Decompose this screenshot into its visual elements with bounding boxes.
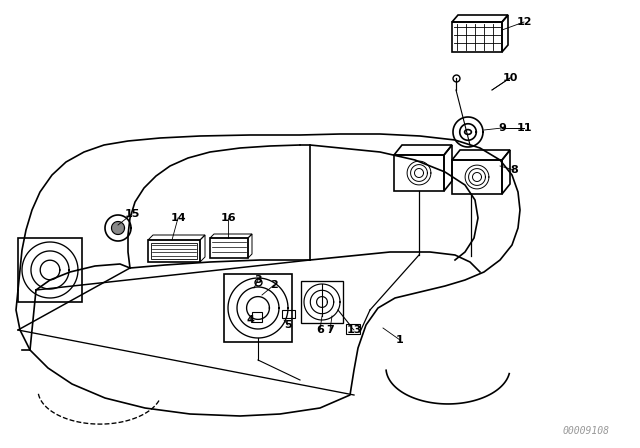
Text: 2: 2 xyxy=(270,280,278,290)
Text: 13: 13 xyxy=(346,325,362,335)
Text: 10: 10 xyxy=(502,73,518,83)
Text: 11: 11 xyxy=(516,123,532,133)
Text: 14: 14 xyxy=(170,213,186,223)
Text: 1: 1 xyxy=(396,335,404,345)
Text: 5: 5 xyxy=(284,320,292,330)
Text: 6: 6 xyxy=(316,325,324,335)
Text: 3: 3 xyxy=(254,275,262,285)
Text: 9: 9 xyxy=(498,123,506,133)
Text: 16: 16 xyxy=(220,213,236,223)
Text: 00009108: 00009108 xyxy=(563,426,610,436)
Text: 15: 15 xyxy=(124,209,140,219)
Circle shape xyxy=(112,222,124,234)
Text: 7: 7 xyxy=(326,325,334,335)
Text: 4: 4 xyxy=(246,315,254,325)
Text: 12: 12 xyxy=(516,17,532,27)
Text: 8: 8 xyxy=(510,165,518,175)
